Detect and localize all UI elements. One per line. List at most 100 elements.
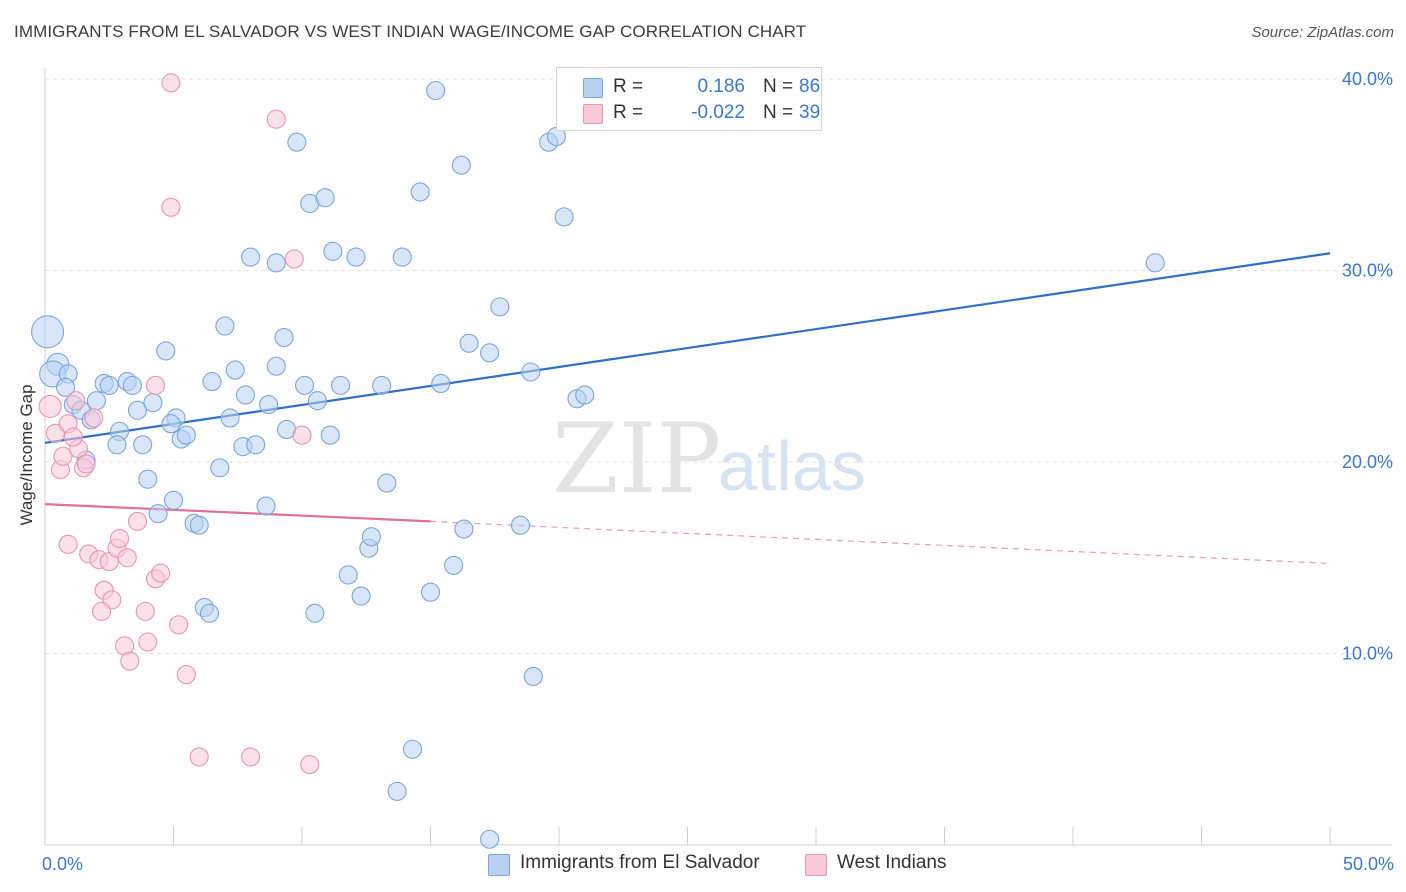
point-west-indians	[169, 615, 189, 635]
point-salvador	[1145, 253, 1165, 273]
point-west-indians	[241, 747, 261, 767]
point-west-indians	[145, 375, 166, 395]
point-west-indians	[109, 529, 130, 549]
point-salvador	[459, 333, 479, 353]
point-salvador	[420, 582, 441, 602]
point-west-indians	[76, 454, 96, 474]
point-west-indians	[300, 755, 320, 775]
point-west-indians	[63, 427, 83, 447]
point-salvador	[320, 425, 340, 445]
series-label-west-indians: West Indians	[837, 852, 947, 873]
point-west-indians	[127, 511, 148, 531]
series-swatch-pink	[805, 854, 827, 876]
point-salvador	[521, 362, 541, 382]
watermark-atlas: atlas	[718, 427, 866, 505]
y-tick-label: 30.0%	[1342, 261, 1393, 281]
point-salvador	[431, 373, 451, 394]
point-west-indians	[117, 548, 137, 568]
point-salvador	[156, 341, 176, 361]
legend-n-label: N =	[763, 76, 794, 97]
point-west-indians	[53, 446, 73, 466]
point-west-indians	[120, 651, 140, 671]
y-axis-label: Wage/Income Gap	[17, 384, 36, 525]
point-salvador	[307, 391, 327, 411]
point-salvador	[372, 375, 392, 395]
point-salvador	[323, 241, 343, 261]
point-west-indians	[84, 408, 104, 428]
point-salvador	[480, 829, 500, 849]
point-salvador	[148, 504, 168, 524]
legend-r-value: 0.186	[697, 76, 745, 97]
legend-r-value: -0.022	[691, 102, 745, 123]
point-salvador	[444, 555, 464, 575]
trend-line-salvador	[44, 252, 1331, 444]
point-west-indians	[135, 601, 155, 621]
point-salvador	[266, 253, 286, 273]
point-salvador	[451, 155, 471, 175]
legend-n-value: 86	[799, 76, 821, 97]
point-west-indians	[138, 632, 158, 652]
point-salvador	[330, 375, 351, 395]
legend-r-label: R =	[613, 102, 644, 123]
point-west-indians	[45, 423, 65, 443]
point-salvador	[235, 385, 256, 405]
point-salvador	[138, 469, 158, 489]
point-west-indians	[284, 249, 304, 269]
point-west-indians	[292, 425, 312, 445]
y-tick-label: 10.0%	[1342, 644, 1393, 664]
legend-r-label: R =	[613, 76, 644, 97]
point-salvador	[387, 781, 407, 801]
point-salvador	[410, 182, 430, 202]
data-points	[31, 73, 1165, 849]
point-salvador	[163, 490, 184, 510]
watermark-zip: ZIP	[552, 403, 721, 515]
point-west-indians	[151, 563, 171, 583]
point-salvador	[143, 393, 163, 413]
legend-n-value: 39	[799, 102, 821, 123]
axes: 10.0% 20.0% 30.0% 40.0% 0.0% 50.0%	[42, 68, 1394, 874]
point-salvador	[210, 458, 230, 478]
series-label-salvador: Immigrants from El Salvador	[520, 852, 760, 873]
point-salvador	[266, 356, 286, 376]
point-salvador	[31, 315, 65, 349]
point-west-indians	[189, 747, 209, 767]
point-salvador	[510, 515, 531, 535]
trend-extension-west-indians	[430, 520, 1331, 565]
point-salvador	[295, 375, 315, 395]
y-tick-label: 20.0%	[1342, 452, 1393, 472]
point-salvador	[246, 435, 266, 455]
trend-lines	[44, 252, 1331, 565]
point-salvador	[189, 515, 209, 535]
y-tick-label: 40.0%	[1342, 69, 1393, 89]
x-tick-label: 50.0%	[1343, 854, 1394, 874]
point-west-indians	[58, 534, 78, 554]
point-salvador	[133, 435, 153, 455]
point-west-indians	[161, 73, 181, 93]
legend-swatch-blue	[583, 78, 603, 98]
point-west-indians	[176, 665, 196, 685]
point-salvador	[402, 739, 423, 759]
correlation-legend: R = 0.186 N = 86 R = -0.022 N = 39	[556, 67, 822, 131]
legend-swatch-pink	[583, 104, 603, 124]
point-salvador	[220, 408, 240, 428]
trend-line-west-indians	[44, 503, 431, 523]
point-salvador	[176, 425, 196, 445]
series-swatch-blue	[488, 854, 510, 876]
point-west-indians	[266, 109, 286, 129]
point-salvador	[392, 247, 412, 267]
point-salvador	[305, 603, 325, 623]
point-west-indians	[91, 601, 112, 621]
point-west-indians	[161, 197, 181, 217]
point-west-indians	[66, 391, 86, 411]
point-salvador	[490, 297, 510, 317]
point-salvador	[259, 394, 279, 415]
point-salvador	[346, 247, 366, 267]
point-salvador	[122, 375, 142, 395]
point-salvador	[575, 385, 595, 405]
legend-n-label: N =	[763, 102, 794, 123]
point-west-indians	[38, 394, 62, 419]
point-salvador	[338, 565, 358, 585]
point-salvador	[361, 527, 381, 547]
point-salvador	[480, 343, 500, 363]
